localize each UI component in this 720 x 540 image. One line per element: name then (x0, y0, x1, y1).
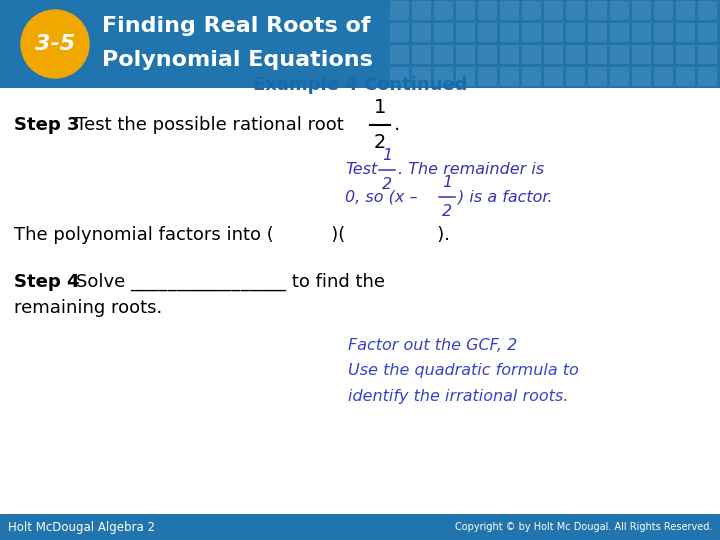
Bar (566, 67, 585, 86)
Bar (566, 23, 585, 42)
Text: 1: 1 (442, 175, 452, 190)
Bar (412, 23, 431, 42)
Text: Copyright © by Holt Mc Dougal. All Rights Reserved.: Copyright © by Holt Mc Dougal. All Right… (454, 522, 712, 532)
Bar (544, 1, 563, 20)
Text: Use the quadratic formula to: Use the quadratic formula to (348, 363, 579, 379)
Bar (456, 1, 475, 20)
Bar (676, 23, 695, 42)
Bar (478, 23, 497, 42)
Bar (632, 45, 651, 64)
Bar (390, 23, 409, 42)
Bar (566, 1, 585, 20)
Bar (698, 45, 717, 64)
Text: .: . (394, 116, 400, 134)
Bar (698, 23, 717, 42)
Bar (456, 23, 475, 42)
Bar (522, 67, 541, 86)
Bar (390, 67, 409, 86)
Text: 2: 2 (442, 204, 452, 219)
Text: . The remainder is: . The remainder is (398, 163, 544, 178)
Text: Step 4: Step 4 (14, 273, 79, 291)
Bar (610, 67, 629, 86)
Bar (478, 67, 497, 86)
Bar (610, 1, 629, 20)
Text: 3-5: 3-5 (35, 34, 75, 54)
Bar (522, 23, 541, 42)
Bar (632, 1, 651, 20)
Text: 1: 1 (382, 148, 392, 163)
Bar (588, 1, 607, 20)
Bar (654, 23, 673, 42)
Text: 2: 2 (374, 133, 386, 152)
Bar (434, 1, 453, 20)
Text: Factor out the GCF, 2: Factor out the GCF, 2 (348, 338, 517, 353)
Text: Solve _________________ to find the: Solve _________________ to find the (76, 273, 385, 291)
Bar (654, 45, 673, 64)
Bar (544, 23, 563, 42)
Text: The polynomial factors into (          )(                ).: The polynomial factors into ( )( ). (14, 226, 450, 244)
Bar (434, 45, 453, 64)
Bar (390, 45, 409, 64)
Bar (654, 67, 673, 86)
Bar (588, 45, 607, 64)
Text: identify the irrational roots.: identify the irrational roots. (348, 389, 568, 404)
Bar (434, 67, 453, 86)
Bar (676, 67, 695, 86)
Text: Finding Real Roots of: Finding Real Roots of (102, 16, 371, 36)
Bar (390, 1, 409, 20)
Bar (500, 1, 519, 20)
Bar (588, 23, 607, 42)
Bar (676, 1, 695, 20)
Text: ) is a factor.: ) is a factor. (458, 190, 553, 205)
Text: Example 4 Continued: Example 4 Continued (253, 76, 467, 94)
Bar (456, 67, 475, 86)
Text: 0, so (x –: 0, so (x – (345, 190, 418, 205)
Text: Test: Test (345, 163, 377, 178)
Bar (588, 67, 607, 86)
Bar (500, 23, 519, 42)
Bar (500, 67, 519, 86)
Bar (0, 514, 720, 540)
Text: Step 3: Step 3 (14, 116, 79, 134)
Bar (544, 45, 563, 64)
Text: Polynomial Equations: Polynomial Equations (102, 50, 373, 70)
Bar (544, 67, 563, 86)
Bar (478, 1, 497, 20)
Bar (478, 45, 497, 64)
Bar (412, 1, 431, 20)
Bar (698, 1, 717, 20)
Bar (434, 23, 453, 42)
Bar (566, 45, 585, 64)
Bar (676, 45, 695, 64)
Text: 1: 1 (374, 98, 386, 117)
Text: Test the possible rational root: Test the possible rational root (76, 116, 343, 134)
Bar (522, 1, 541, 20)
Text: Holt McDougal Algebra 2: Holt McDougal Algebra 2 (8, 521, 155, 534)
Bar (500, 45, 519, 64)
Bar (654, 1, 673, 20)
Bar (456, 45, 475, 64)
Bar (698, 67, 717, 86)
Bar (610, 45, 629, 64)
Bar (632, 67, 651, 86)
Circle shape (21, 10, 89, 78)
Text: remaining roots.: remaining roots. (14, 299, 162, 317)
Bar (632, 23, 651, 42)
Text: 2: 2 (382, 177, 392, 192)
Bar (0, 0, 720, 88)
Bar (412, 67, 431, 86)
Bar (522, 45, 541, 64)
Bar (610, 23, 629, 42)
Bar (412, 45, 431, 64)
